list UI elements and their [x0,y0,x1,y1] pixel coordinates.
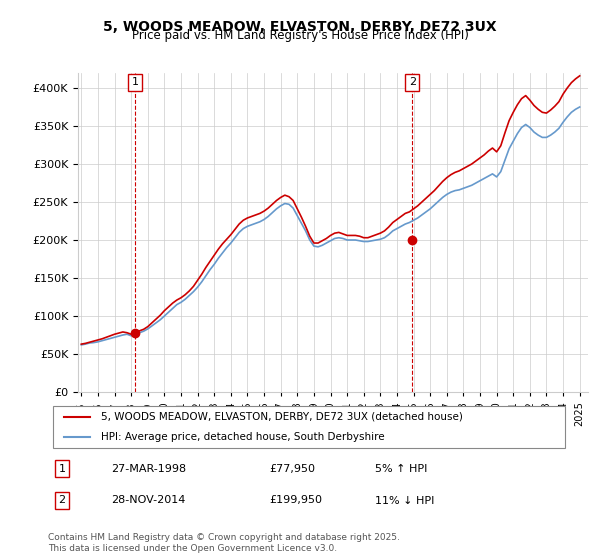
Text: Contains HM Land Registry data © Crown copyright and database right 2025.
This d: Contains HM Land Registry data © Crown c… [48,533,400,553]
Text: HPI: Average price, detached house, South Derbyshire: HPI: Average price, detached house, Sout… [101,432,385,442]
Text: 5, WOODS MEADOW, ELVASTON, DERBY, DE72 3UX: 5, WOODS MEADOW, ELVASTON, DERBY, DE72 3… [103,20,497,34]
Text: 27-MAR-1998: 27-MAR-1998 [112,464,187,474]
FancyBboxPatch shape [53,405,565,449]
Text: 28-NOV-2014: 28-NOV-2014 [112,496,186,506]
Text: 5, WOODS MEADOW, ELVASTON, DERBY, DE72 3UX (detached house): 5, WOODS MEADOW, ELVASTON, DERBY, DE72 3… [101,412,463,422]
Text: £199,950: £199,950 [270,496,323,506]
Text: 1: 1 [131,77,139,87]
Text: 1: 1 [59,464,65,474]
Text: 2: 2 [409,77,416,87]
Text: Price paid vs. HM Land Registry's House Price Index (HPI): Price paid vs. HM Land Registry's House … [131,29,469,42]
Text: 5% ↑ HPI: 5% ↑ HPI [376,464,428,474]
Text: 2: 2 [59,496,65,506]
Text: £77,950: £77,950 [270,464,316,474]
Text: 11% ↓ HPI: 11% ↓ HPI [376,496,435,506]
